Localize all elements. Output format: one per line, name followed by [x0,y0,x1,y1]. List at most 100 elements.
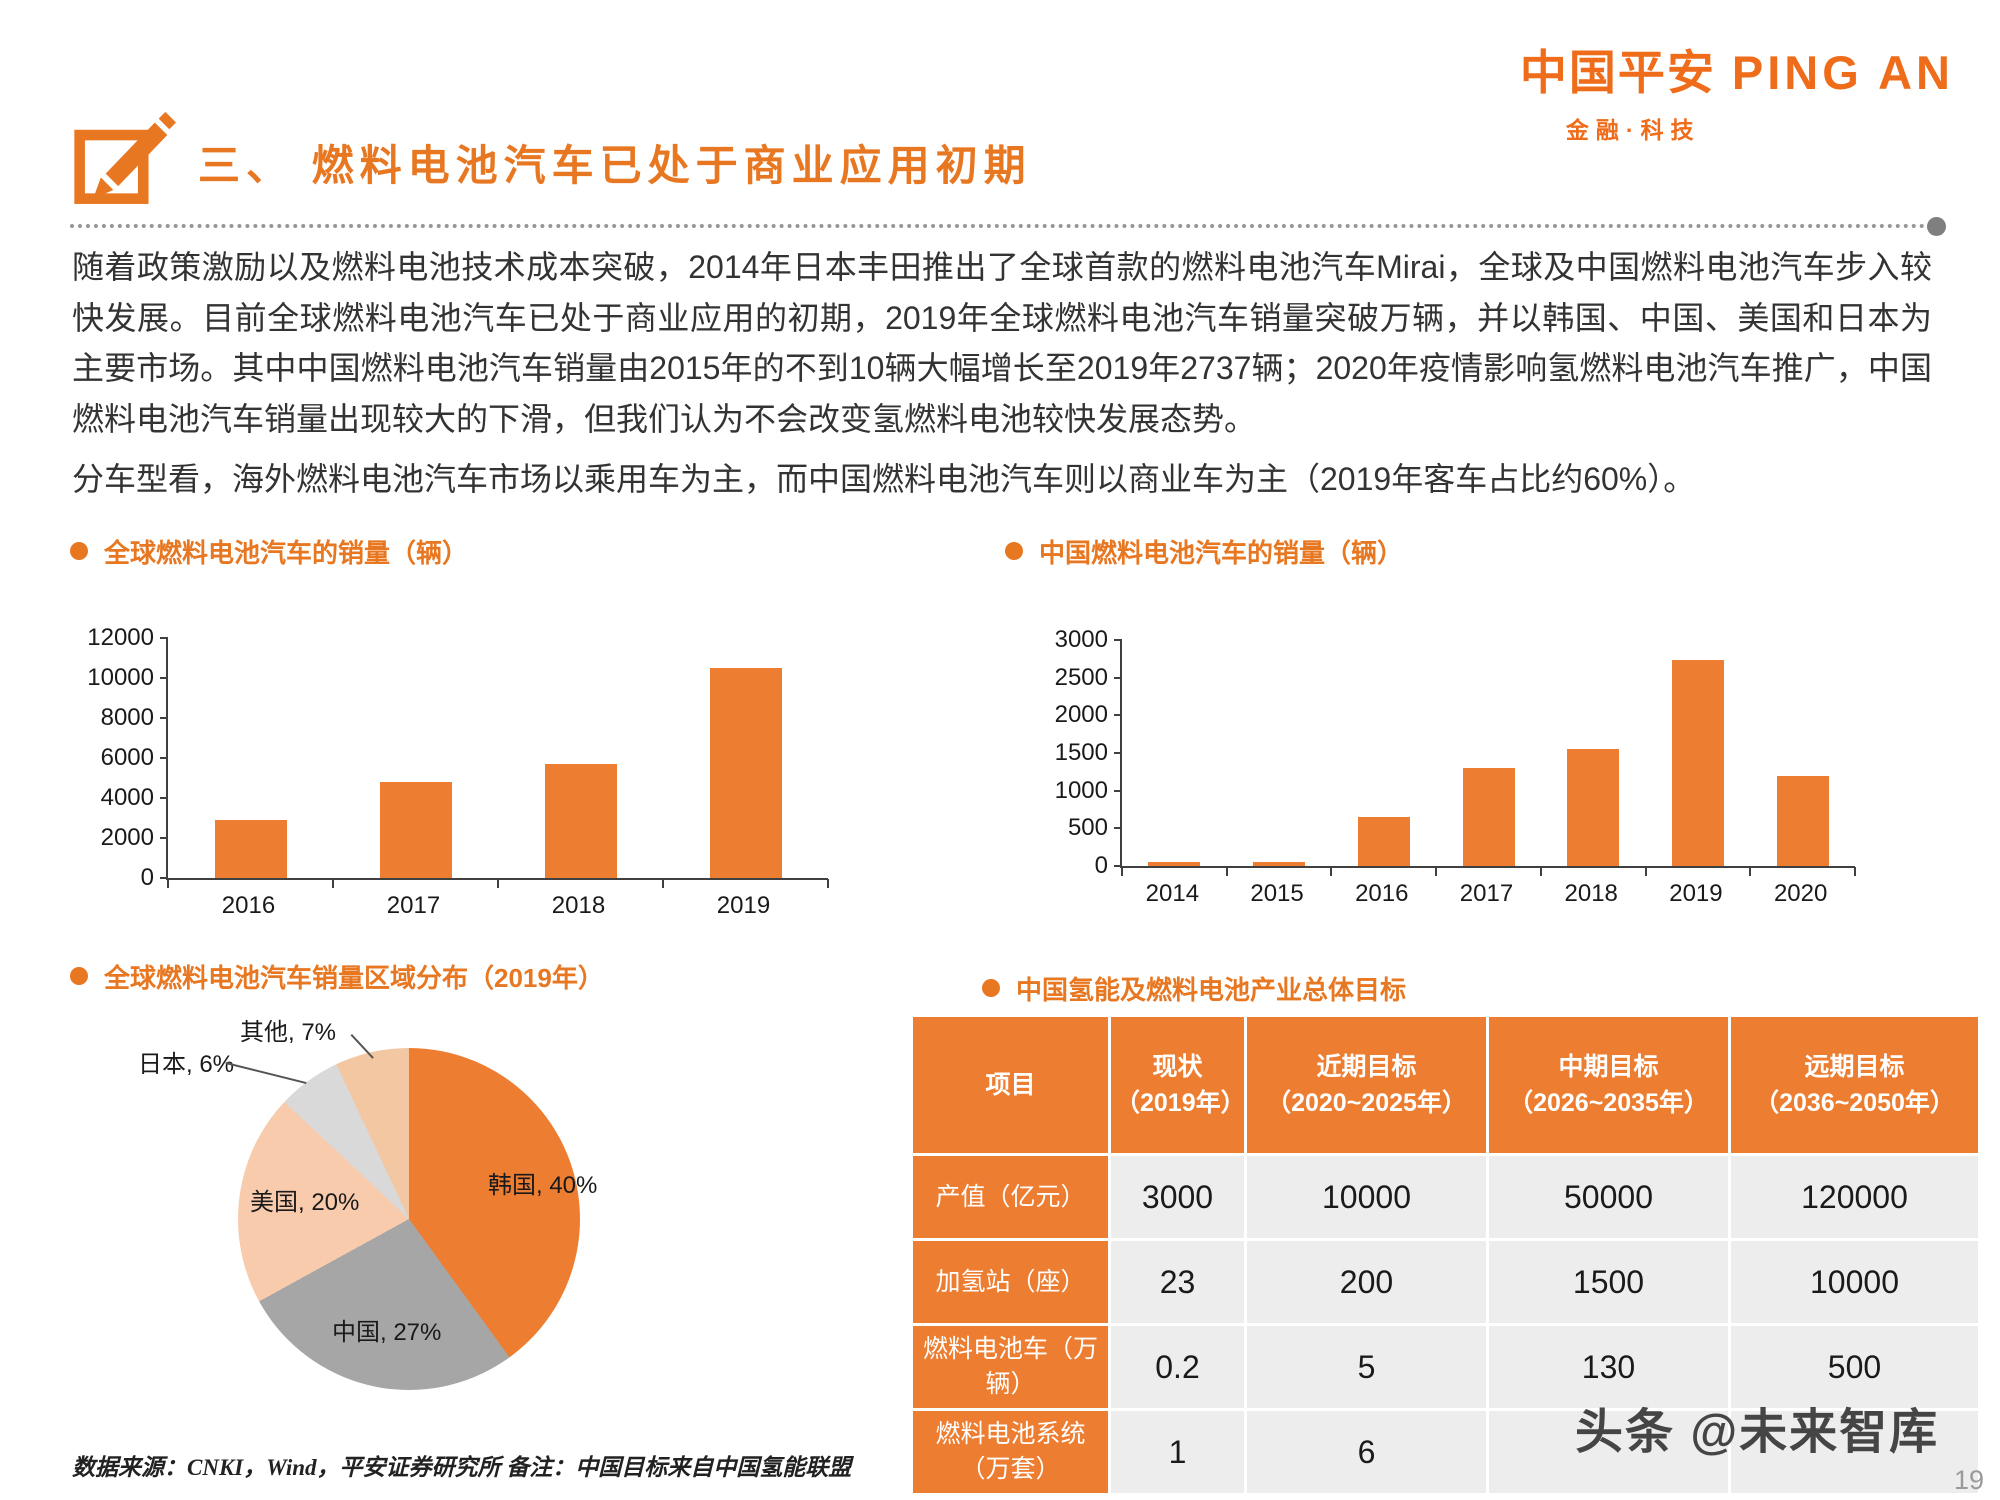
header-item: 项目 [910,1014,1111,1156]
x-tick [1854,867,1856,876]
row-label: 产值（亿元） [910,1153,1111,1241]
table-header-row: 项目 现状 （2019年） 近期目标 （2020~2025年） 中期目标 （20… [910,1014,1981,1156]
y-axis-label: 10000 [87,664,154,691]
x-axis-label: 2016 [1355,880,1409,907]
x-axis-label: 2014 [1145,880,1200,907]
y-axis-label: 6000 [100,744,154,771]
y-tick [160,797,168,799]
pie-label-other: 其他, 7% [240,1019,337,1046]
pencil-icon [70,110,176,216]
row-label: 燃料电池车（万辆） [910,1323,1111,1411]
pie-label-japan: 日本, 6% [138,1051,235,1078]
brand-logo: 中国平安 PING AN 金融·科技 [1520,34,1954,145]
cell: 50000 [1486,1153,1731,1241]
y-axis-label: 8000 [100,704,154,731]
x-axis-label: 2017 [386,892,441,919]
x-tick [1225,867,1228,876]
header-long-term: 远期目标 （2036~2050年） [1728,1014,1981,1156]
y-axis-label: 12000 [87,624,154,651]
x-axis-label: 2019 [716,892,771,919]
brand-logo-cn: 中国平安 [1519,46,1716,99]
y-tick [1114,827,1122,830]
brand-tagline: 金融·科技 [1565,117,1701,143]
pie-chart-title: 全球燃料电池汽车销量区域分布（2019年） [70,958,604,995]
cell [1728,1408,1981,1496]
watermark: 头条 @未来智库 [1575,1406,1940,1459]
cell: 23 [1108,1238,1247,1326]
brand-logo-en: PING AN [1731,46,1954,99]
bullet-icon [70,542,88,560]
bullet-icon [70,967,88,985]
x-tick [1121,867,1123,876]
plot-area [160,637,829,888]
bar-2014 [1148,862,1201,866]
pie-label-usa: 美国, 20% [250,1189,360,1216]
page-number: 19 [1953,1465,1984,1495]
y-tick [1114,789,1122,792]
cell [1486,1408,1731,1496]
y-tick [1114,714,1122,717]
china-chart-title: 中国燃料电池汽车的销量（辆） [1005,533,1403,570]
cell: 130 [1486,1323,1731,1411]
x-axis-label: 2016 [221,892,276,919]
header-near-term: 近期目标 （2020~2025年） [1244,1014,1489,1156]
x-axis-label: 2018 [551,892,606,919]
x-axis-label: 2020 [1773,880,1828,907]
pie-circle [238,1048,580,1390]
pie-label-korea: 韩国, 40% [488,1172,598,1199]
bullet-icon [1005,542,1023,560]
y-axis-label: 2000 [1054,701,1108,729]
leader-line-japan [225,1062,307,1085]
bar-2018 [544,764,617,878]
x-tick [1435,867,1438,876]
pie-label-china: 中国, 27% [332,1319,442,1346]
header-current: 现状 （2019年） [1108,1014,1247,1156]
plot-area [1114,639,1856,876]
paragraph-2: 分车型看，海外燃料电池汽车市场以乘用车为主，而中国燃料电池汽车则以商业车为主（2… [72,461,1696,498]
dotted-divider [70,217,1946,236]
x-tick [332,879,334,888]
y-tick [1114,752,1122,754]
y-tick [1114,865,1122,867]
y-axis-label: 1500 [1054,739,1108,766]
row-label: 燃料电池系统（万套） [910,1408,1111,1496]
cell: 200 [1244,1238,1489,1326]
table-row: 燃料电池车（万辆） 0.2 5 130 500 [910,1323,1981,1411]
y-axis-label: 4000 [100,784,154,811]
global-sales-bar-chart: 0 2000 4000 6000 8000 10000 12000 2016 2017 2018 2… [60,600,900,930]
x-tick [1644,867,1647,876]
y-axis-label: 2500 [1054,663,1108,691]
row-label: 加氢站（座） [910,1238,1111,1326]
cell: 1500 [1486,1238,1731,1326]
y-axis-label: 1000 [1054,776,1108,804]
cell: 3000 [1108,1153,1247,1241]
bar-2019 [709,668,782,878]
bar-2019 [1671,659,1724,866]
y-tick [1114,676,1122,679]
y-tick [160,717,168,719]
page-title: 三、 燃料电池汽车已处于商业应用初期 [198,142,1032,189]
bar-2016 [1357,817,1410,866]
x-tick [827,879,829,888]
x-tick [167,879,169,888]
y-tick [1114,639,1122,641]
china-chart-title-text: 中国燃料电池汽车的销量（辆） [1039,538,1404,568]
bullet-icon [982,979,1000,997]
y-tick [160,677,168,679]
y-axis-label: 2000 [100,824,154,851]
bar-2015 [1253,862,1306,866]
x-axis-label: 2019 [1669,880,1723,907]
x-tick [662,879,664,888]
y-axis-label: 3000 [1054,626,1108,653]
y-tick [160,637,168,639]
bar-2018 [1567,749,1620,866]
hydrogen-goals-table: 项目 现状 （2019年） 近期目标 （2020~2025年） 中期目标 （20… [910,1014,1981,1496]
source-note: 数据来源：CNKI，Wind，平安证券研究所 备注：中国目标来自中国氢能联盟 [72,1455,852,1480]
cell: 10000 [1728,1238,1981,1326]
pie-chart-title-text: 全球燃料电池汽车销量区域分布（2019年） [104,963,604,993]
y-tick [160,837,168,839]
brand-logo-text: 中国平安 PING AN [1520,34,1954,103]
china-sales-bar-chart: 0 500 1000 1500 2000 2500 3000 2014 2015 2016 2017… [1000,600,1920,930]
y-tick [160,877,168,879]
